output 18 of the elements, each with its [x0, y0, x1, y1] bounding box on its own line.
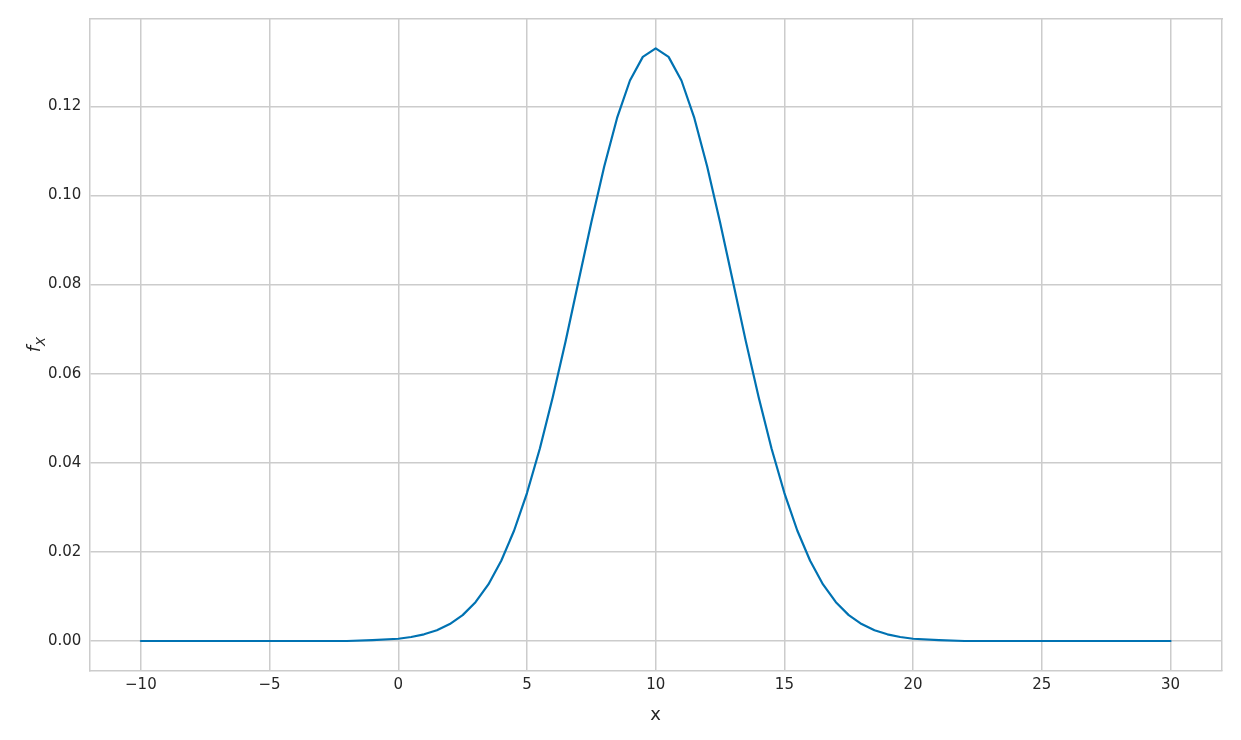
- x-tick-label: 25: [1032, 675, 1052, 694]
- x-axis-title: x: [650, 702, 662, 724]
- y-tick-label: 0.12: [47, 96, 82, 115]
- y-tick-label: 0.10: [47, 185, 82, 204]
- x-tick-label: 15: [774, 675, 794, 694]
- x-tick-label: 20: [903, 675, 923, 694]
- x-tick-label: 30: [1160, 675, 1181, 694]
- x-tick-label: 5: [522, 675, 532, 694]
- x-tick-label: 10: [646, 675, 666, 694]
- y-tick-label: 0.08: [47, 274, 82, 293]
- x-tick-label: 0: [393, 675, 404, 694]
- y-tick-label: 0.06: [47, 363, 82, 382]
- y-tick-label: 0.02: [47, 541, 82, 560]
- y-tick-label: 0.00: [47, 630, 82, 649]
- x-tick-label: −5: [258, 675, 281, 694]
- y-axis-title: fX: [23, 335, 48, 353]
- x-tick-label: −10: [125, 675, 157, 694]
- y-tick-label: 0.04: [47, 452, 82, 471]
